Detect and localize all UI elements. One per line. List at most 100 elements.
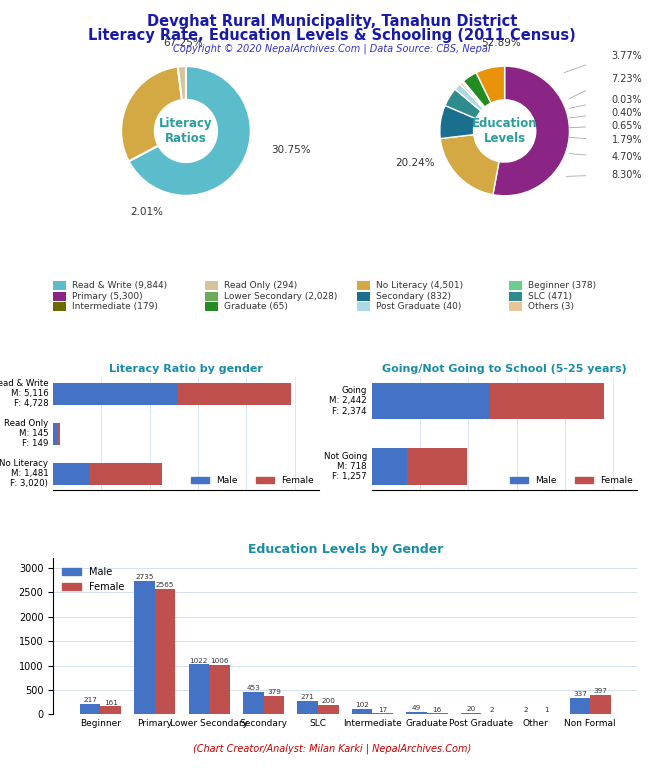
Wedge shape [476, 66, 505, 103]
Text: 337: 337 [573, 691, 587, 697]
Text: Post Graduate (40): Post Graduate (40) [376, 302, 461, 311]
Bar [372, 382, 490, 419]
Text: 30.75%: 30.75% [272, 145, 311, 155]
Bar [53, 382, 177, 405]
Text: 2.01%: 2.01% [131, 207, 163, 217]
Text: 52.89%: 52.89% [481, 38, 521, 48]
Text: 7.23%: 7.23% [612, 74, 642, 84]
FancyBboxPatch shape [357, 281, 370, 290]
FancyBboxPatch shape [205, 281, 218, 290]
Text: Read Only (294): Read Only (294) [224, 281, 297, 290]
Wedge shape [455, 84, 483, 111]
Text: 2735: 2735 [135, 574, 153, 580]
Text: SLC (471): SLC (471) [528, 292, 572, 300]
Text: 271: 271 [301, 694, 315, 700]
Bar [297, 701, 318, 714]
Wedge shape [178, 66, 186, 100]
FancyBboxPatch shape [53, 292, 66, 300]
Text: 1006: 1006 [210, 658, 229, 664]
Text: 102: 102 [355, 703, 369, 708]
Text: 20: 20 [466, 707, 475, 713]
Wedge shape [463, 81, 485, 107]
Text: 200: 200 [321, 697, 335, 703]
Text: Lower Secondary (2,028): Lower Secondary (2,028) [224, 292, 337, 300]
Bar [134, 581, 155, 714]
Bar [373, 713, 393, 714]
Bar [490, 382, 604, 419]
Bar [100, 707, 121, 714]
FancyBboxPatch shape [509, 281, 522, 290]
Text: Secondary (832): Secondary (832) [376, 292, 451, 300]
Bar [189, 664, 209, 714]
Bar [53, 462, 89, 485]
Text: 4.70%: 4.70% [612, 152, 642, 162]
Text: (Chart Creator/Analyst: Milan Karki | NepalArchives.Com): (Chart Creator/Analyst: Milan Karki | Ne… [193, 743, 471, 754]
Legend: Male, Female: Male, Female [58, 563, 128, 596]
Bar [264, 696, 284, 714]
Text: Literacy Rate, Education Levels & Schooling (2011 Census): Literacy Rate, Education Levels & School… [88, 28, 576, 44]
Wedge shape [440, 105, 476, 138]
Text: 379: 379 [267, 689, 281, 695]
Bar [461, 713, 481, 714]
Text: Intermediate (179): Intermediate (179) [72, 302, 157, 311]
Text: No Literacy (4,501): No Literacy (4,501) [376, 281, 463, 290]
Text: Beginner (378): Beginner (378) [528, 281, 596, 290]
Bar [372, 449, 406, 485]
FancyBboxPatch shape [53, 302, 66, 311]
FancyBboxPatch shape [53, 281, 66, 290]
Text: Education
Levels: Education Levels [472, 117, 537, 145]
Bar [243, 692, 264, 714]
Text: Others (3): Others (3) [528, 302, 574, 311]
Bar [209, 665, 230, 714]
Wedge shape [121, 67, 182, 161]
Bar [155, 589, 175, 714]
Title: Literacy Ratio by gender: Literacy Ratio by gender [109, 364, 263, 374]
Wedge shape [445, 89, 481, 119]
Text: Read & Write (9,844): Read & Write (9,844) [72, 281, 167, 290]
Text: 2565: 2565 [156, 582, 175, 588]
Bar [570, 698, 590, 714]
FancyBboxPatch shape [509, 292, 522, 300]
Wedge shape [440, 134, 499, 195]
Text: 1: 1 [544, 707, 548, 713]
Wedge shape [463, 73, 491, 107]
Text: 2: 2 [523, 707, 528, 713]
Bar [427, 713, 448, 714]
Text: 0.65%: 0.65% [612, 121, 642, 131]
Text: 397: 397 [594, 688, 608, 694]
Text: 20.24%: 20.24% [395, 158, 435, 168]
Text: 16: 16 [433, 707, 442, 713]
Wedge shape [129, 66, 251, 196]
Text: 2: 2 [489, 707, 494, 713]
Text: Literacy
Ratios: Literacy Ratios [159, 117, 212, 145]
Text: 67.25%: 67.25% [163, 38, 203, 48]
Text: 1.79%: 1.79% [612, 135, 642, 145]
Bar [590, 695, 611, 714]
Legend: Male, Female: Male, Female [191, 476, 314, 485]
Bar [80, 703, 100, 714]
Text: Devghat Rural Municipality, Tanahun District: Devghat Rural Municipality, Tanahun Dist… [147, 14, 517, 29]
Bar [406, 712, 427, 714]
Text: Copyright © 2020 NepalArchives.Com | Data Source: CBS, Nepal: Copyright © 2020 NepalArchives.Com | Dat… [173, 43, 491, 54]
Text: Graduate (65): Graduate (65) [224, 302, 288, 311]
Text: Primary (5,300): Primary (5,300) [72, 292, 143, 300]
Text: 17: 17 [378, 707, 388, 713]
Text: 453: 453 [246, 685, 260, 691]
Text: 0.40%: 0.40% [612, 108, 642, 118]
Bar [177, 382, 291, 405]
Bar [56, 422, 60, 445]
Text: 8.30%: 8.30% [612, 170, 642, 180]
Title: Education Levels by Gender: Education Levels by Gender [248, 543, 443, 556]
Bar [318, 704, 339, 714]
Wedge shape [462, 81, 485, 108]
Wedge shape [493, 66, 570, 196]
FancyBboxPatch shape [205, 292, 218, 300]
FancyBboxPatch shape [509, 302, 522, 311]
Text: 161: 161 [104, 700, 118, 706]
Bar [406, 449, 467, 485]
Text: 0.03%: 0.03% [612, 94, 642, 105]
FancyBboxPatch shape [357, 302, 370, 311]
Text: 49: 49 [412, 705, 421, 711]
Bar [53, 422, 56, 445]
Text: 217: 217 [83, 697, 97, 703]
